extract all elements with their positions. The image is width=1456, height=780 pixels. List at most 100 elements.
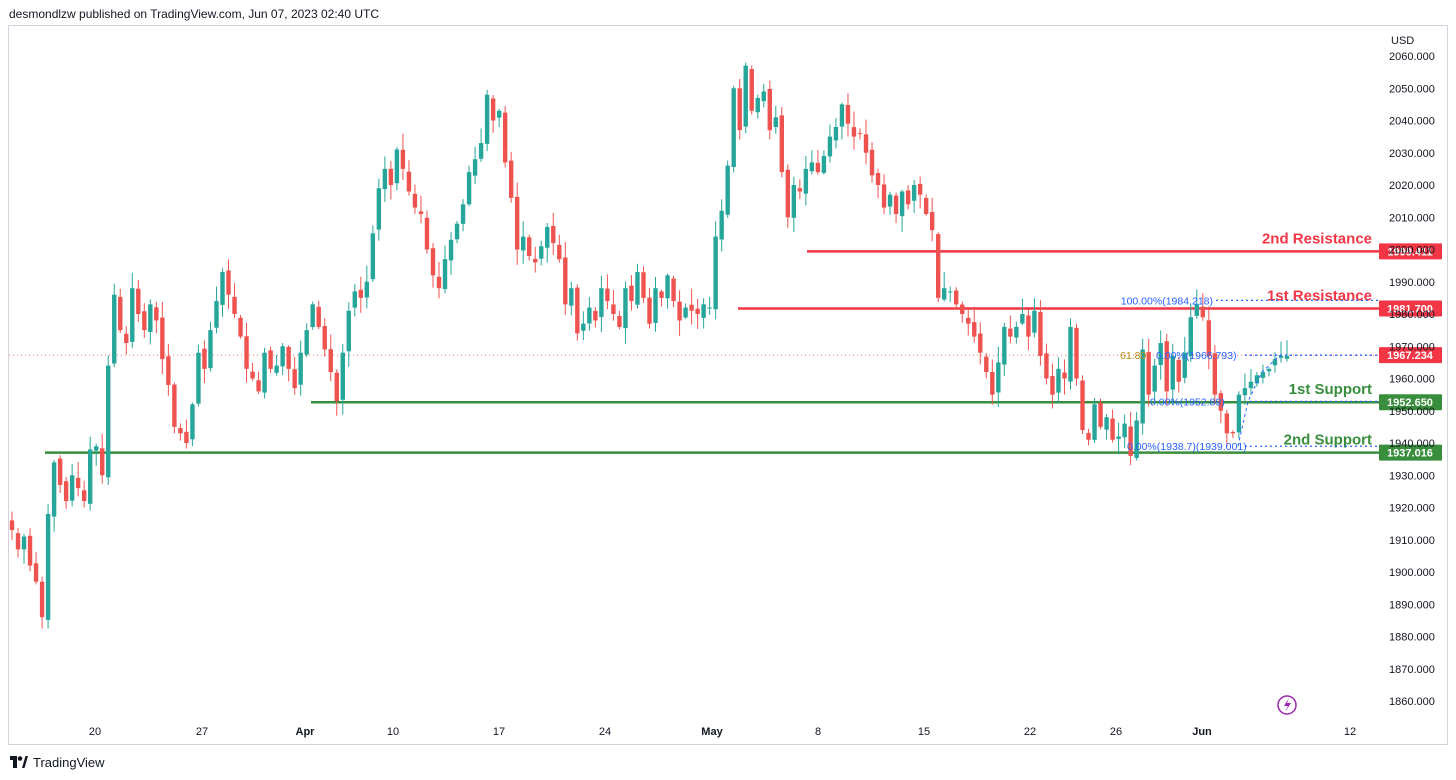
- x-tick-label: 8: [815, 726, 821, 738]
- candle-body: [1104, 417, 1109, 430]
- x-tick-label: 20: [89, 726, 101, 738]
- candle-body: [238, 317, 243, 337]
- candle-body: [280, 346, 285, 367]
- candle-body: [1134, 420, 1139, 458]
- candle-body: [370, 233, 376, 280]
- candle-body: [81, 490, 87, 502]
- candle-body: [1242, 388, 1248, 396]
- candle-body: [1158, 343, 1163, 365]
- candle-body: [15, 533, 21, 550]
- candle-body: [118, 296, 123, 331]
- support-price-badge-text: 1937.016: [1387, 448, 1433, 460]
- candle-body: [791, 185, 797, 218]
- tradingview-logo-icon: [10, 756, 28, 768]
- candle-body: [1080, 380, 1085, 431]
- fib-projection-path: [1237, 354, 1281, 447]
- candle-body: [647, 297, 652, 324]
- candle-body: [1014, 326, 1019, 338]
- candle-body: [148, 304, 153, 333]
- candle-body: [1248, 381, 1254, 389]
- price-axis: USD 1860.000 1870.000 1880.000 1890.000 1900…: [1389, 35, 1435, 708]
- candle-body: [388, 168, 394, 185]
- candle-body: [1236, 394, 1242, 433]
- candle-body: [442, 259, 448, 290]
- candle-body: [731, 88, 736, 168]
- x-tick-label: Apr: [296, 726, 316, 738]
- resistance-price-badge: [1379, 300, 1442, 317]
- candle-body: [779, 115, 785, 173]
- candle-body: [803, 168, 809, 194]
- candle-body: [274, 365, 279, 373]
- candle-body: [845, 104, 851, 124]
- candle-body: [454, 223, 460, 240]
- candle-body: [106, 365, 111, 478]
- y-tick-label: 1920.000: [1389, 503, 1435, 515]
- candle-body: [220, 272, 225, 305]
- fib-label: 0.00%(1938.7)(1939.001): [1127, 441, 1247, 453]
- y-tick-label: 1990.000: [1389, 277, 1435, 289]
- candle-body: [472, 159, 478, 176]
- candle-body: [39, 581, 45, 618]
- candle-body: [478, 143, 484, 159]
- candle-body: [966, 317, 971, 324]
- candle-body: [508, 160, 514, 198]
- candle-body: [124, 333, 129, 344]
- candle-body: [1284, 355, 1290, 359]
- candle-body: [75, 477, 81, 489]
- candle-body: [701, 304, 706, 318]
- candle-body: [51, 462, 57, 517]
- fib-label: 61.80: [1120, 350, 1146, 362]
- candle-body: [1002, 326, 1007, 365]
- lightning-icon[interactable]: [1277, 695, 1297, 715]
- candle-body: [63, 481, 69, 502]
- candle-body: [352, 291, 358, 308]
- candle-body: [57, 458, 63, 485]
- candle-body: [268, 350, 273, 369]
- candle-body: [1056, 368, 1061, 393]
- x-tick-label: 24: [599, 726, 611, 738]
- candle-body: [935, 234, 941, 298]
- candle-body: [27, 535, 33, 566]
- candle-body: [184, 431, 189, 443]
- candle-body: [1116, 436, 1121, 439]
- candle-body: [755, 97, 760, 113]
- candle-body: [202, 348, 207, 369]
- y-tick-label: 2020.000: [1389, 180, 1435, 192]
- candle-body: [1050, 376, 1055, 395]
- candle-body: [557, 244, 562, 260]
- candle-body: [1230, 431, 1236, 434]
- candle-body: [292, 369, 297, 389]
- y-tick-label: 1860.000: [1389, 696, 1435, 708]
- support-price-badge: [1379, 394, 1442, 411]
- candle-body: [707, 307, 712, 309]
- candle-body: [923, 197, 929, 215]
- candle-body: [1218, 393, 1224, 411]
- candle-body: [1152, 365, 1157, 392]
- candle-body: [611, 304, 616, 314]
- candle-body: [815, 162, 821, 173]
- current-price-badge: [1379, 347, 1442, 364]
- candle-body: [659, 291, 664, 298]
- candle-body: [1068, 326, 1073, 382]
- candle-body: [809, 162, 815, 172]
- candle-body: [978, 333, 983, 353]
- candle-body: [244, 336, 249, 369]
- candle-body: [250, 371, 255, 379]
- candle-body: [629, 285, 634, 302]
- candle-body: [599, 288, 604, 318]
- candle-body: [490, 98, 496, 121]
- candle-body: [9, 520, 15, 531]
- candle-body: [514, 196, 520, 250]
- y-tick-label: 2010.000: [1389, 212, 1435, 224]
- candle-body: [1098, 402, 1103, 427]
- candle-body: [226, 270, 231, 295]
- candle-body: [785, 169, 791, 218]
- footer-brand: TradingView: [33, 754, 105, 770]
- y-tick-label: 1880.000: [1389, 632, 1435, 644]
- support-level-label: 2nd Support: [1284, 432, 1372, 449]
- candle-body: [948, 291, 953, 293]
- candle-body: [154, 307, 159, 321]
- candle-body: [1194, 304, 1199, 316]
- candle-body: [695, 308, 700, 314]
